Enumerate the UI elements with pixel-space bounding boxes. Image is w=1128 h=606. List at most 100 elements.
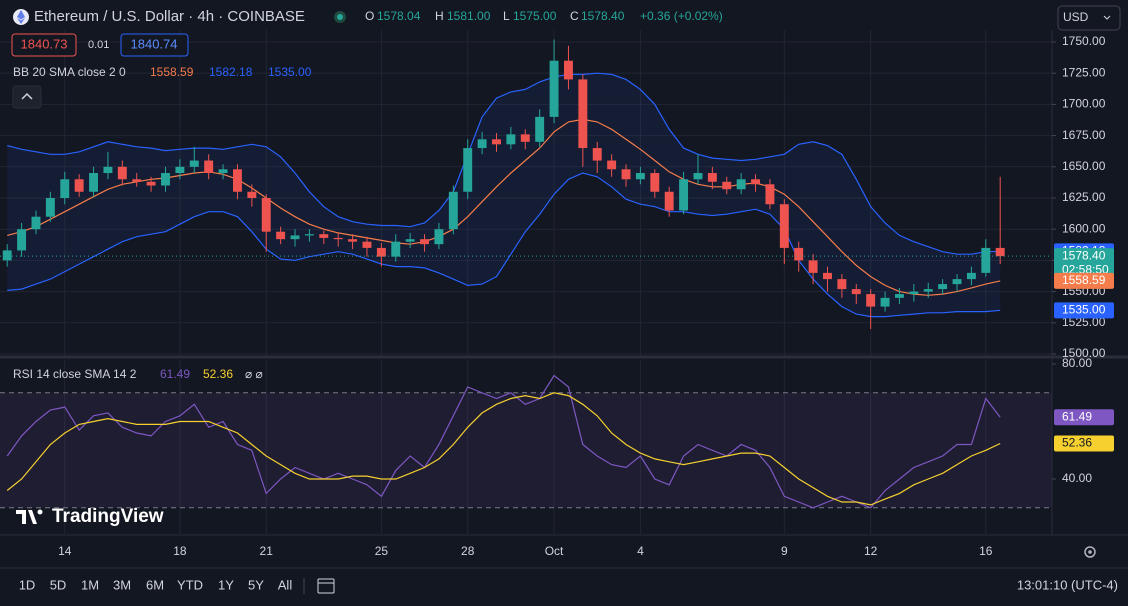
ohlc-key: L [503, 9, 510, 23]
plot [0, 39, 1052, 509]
y-tick-label: 1675.00 [1062, 128, 1106, 142]
ohlc-key: C [570, 9, 579, 23]
bb-upper-line [7, 72, 1001, 255]
candle-body [765, 184, 775, 205]
ask-price: 1840.74 [131, 36, 178, 51]
price-badge [1054, 302, 1114, 319]
price-badge-label: 1535.00 [1062, 302, 1106, 316]
candle-body [880, 297, 890, 307]
period-button[interactable]: 3M [113, 577, 131, 592]
buy-button[interactable] [120, 33, 189, 57]
candle-body [448, 191, 458, 230]
candle-body [477, 139, 487, 149]
x-tick-label: 4 [637, 544, 644, 558]
candle-body [563, 60, 573, 80]
candle-body [808, 260, 818, 273]
rsi-legend-label: RSI 14 close SMA 14 2 [13, 367, 137, 381]
candle-body [304, 234, 314, 236]
candle-body [362, 241, 372, 248]
period-button[interactable]: YTD [177, 577, 203, 592]
candle-body [995, 247, 1005, 257]
period-button[interactable]: 5D [50, 577, 67, 592]
y-tick-label: 1725.00 [1062, 65, 1106, 79]
period-button[interactable]: 1Y [218, 577, 234, 592]
candle-body [923, 289, 933, 292]
settings-icon[interactable] [1084, 546, 1096, 558]
period-button[interactable]: 1M [81, 577, 99, 592]
candle-body [463, 148, 473, 192]
candle-body [621, 169, 631, 180]
candle-body [333, 237, 343, 240]
collapse-icon [21, 92, 33, 100]
candle-body [607, 160, 617, 170]
candle-body [909, 291, 919, 295]
currency-select[interactable] [1057, 5, 1121, 31]
candle-body [535, 116, 545, 142]
symbol-title[interactable]: Ethereum / U.S. Dollar · 4h · COINBASE [34, 8, 305, 25]
candle-body [60, 179, 70, 198]
candle-body [276, 231, 286, 240]
logo-text[interactable]: TradingView [52, 506, 164, 527]
x-tick-label: 21 [260, 544, 274, 558]
candle-body [664, 191, 674, 211]
price-badge [1054, 409, 1114, 426]
countdown: 02:58:50 [1062, 262, 1109, 276]
bid-price: 1840.73 [21, 36, 68, 51]
x-tick-label: 28 [461, 544, 475, 558]
candle-body [851, 289, 861, 295]
y-tick-label: 80.00 [1062, 356, 1092, 370]
candle-body [319, 234, 329, 238]
ohlc-key: O [365, 9, 374, 23]
goto-date-icon[interactable] [317, 578, 335, 594]
rsi-legend-value: 61.49 [160, 367, 190, 381]
candle-body [506, 134, 516, 145]
period-button[interactable]: 6M [146, 577, 164, 592]
candle-body [204, 160, 214, 174]
ohlc-key: H [435, 9, 444, 23]
period-button[interactable]: All [278, 577, 293, 592]
grid [0, 30, 1052, 534]
y-tick-label: 1650.00 [1062, 159, 1106, 173]
candle-body [290, 235, 300, 240]
candle-body [693, 173, 703, 180]
candle-body [161, 173, 170, 186]
rsi-line [6, 392, 1001, 506]
sell-button[interactable] [11, 33, 77, 57]
candle-body [420, 239, 430, 245]
candle-body [146, 181, 156, 186]
bb-legend-value: 1558.59 [150, 65, 194, 79]
settings-icon-center [1088, 550, 1092, 554]
bb-basis-line [7, 118, 1001, 296]
price-change: +0.36 (+0.02%) [640, 9, 723, 23]
price-badge-label: 61.49 [1062, 409, 1092, 423]
candle-body [894, 294, 904, 298]
x-tick-label: 9 [781, 544, 788, 558]
logo-mark [16, 510, 37, 524]
band-fill [7, 73, 1001, 317]
spread: 0.01 [88, 39, 109, 51]
period-button[interactable]: 5Y [248, 577, 264, 592]
clock[interactable]: 13:01:10 (UTC-4) [1017, 577, 1118, 592]
collapse-button[interactable] [12, 85, 42, 109]
bb-legend-label: BB 20 SMA close 2 0 [13, 65, 126, 79]
candle-body [751, 179, 761, 185]
candle-body [520, 134, 530, 142]
x-tick-label: 14 [58, 544, 72, 558]
candle-body [492, 139, 501, 145]
candle-body [2, 250, 12, 261]
candle-body [232, 169, 242, 192]
y-tick-label: 1750.00 [1062, 34, 1106, 48]
rsi-legend-extra: ⌀ ⌀ [245, 367, 263, 381]
candle-body [578, 79, 588, 149]
candle-body [405, 239, 415, 242]
candle-body [45, 197, 55, 217]
x-tick-label: Oct [545, 544, 564, 558]
y-tick-label: 1700.00 [1062, 97, 1106, 111]
candle-body [635, 173, 645, 180]
bb-lower-line [7, 172, 1001, 318]
period-button[interactable]: 1D [19, 577, 36, 592]
rsi-legend-value: 52.36 [203, 367, 233, 381]
